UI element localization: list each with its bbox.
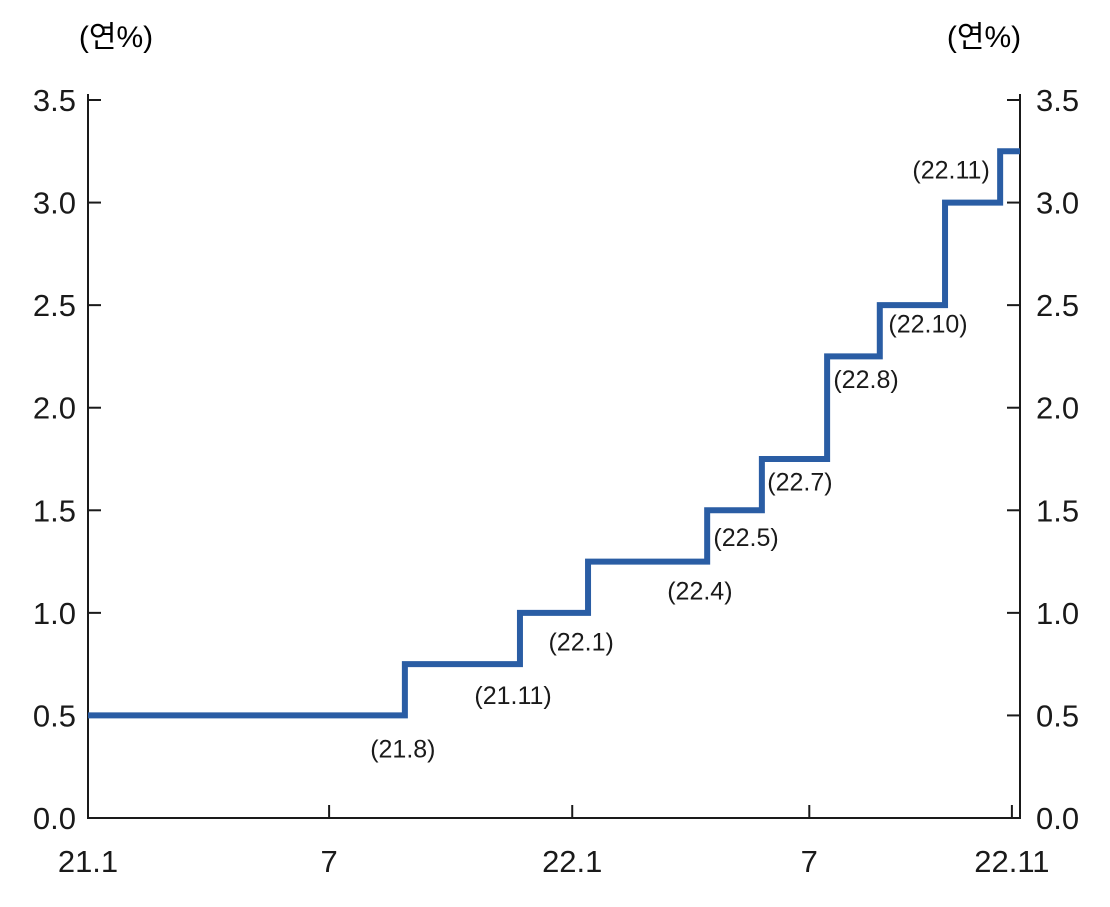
- step-annotation: (21.11): [474, 682, 551, 710]
- y-tick-label-right: 2.5: [1036, 288, 1079, 323]
- step-annotation: (22.8): [833, 366, 898, 394]
- y-tick-label-right: 1.0: [1036, 596, 1079, 631]
- step-annotation: (22.10): [888, 311, 967, 339]
- y-tick-label-left: 0.0: [33, 801, 76, 836]
- y-tick-label-left: 3.0: [33, 186, 76, 221]
- step-annotation: (22.5): [713, 524, 778, 552]
- y-tick-label-left: 3.5: [33, 83, 76, 118]
- y-tick-label-right: 3.0: [1036, 186, 1079, 221]
- y-tick-label-left: 2.5: [33, 288, 76, 323]
- step-annotation: (22.11): [912, 157, 989, 185]
- x-tick-label: 21.1: [58, 844, 118, 879]
- step-annotation: (21.8): [370, 735, 435, 763]
- y-tick-label-left: 0.5: [33, 698, 76, 733]
- step-annotation: (22.7): [767, 469, 832, 497]
- y-axis-unit-left: (연%): [79, 21, 153, 54]
- step-annotation: (22.4): [667, 577, 732, 605]
- y-axis-unit-right: (연%): [947, 21, 1021, 54]
- x-tick-label: 7: [320, 844, 337, 879]
- y-tick-label-left: 1.5: [33, 493, 76, 528]
- y-tick-label-right: 1.5: [1036, 493, 1079, 528]
- y-tick-label-right: 0.5: [1036, 698, 1079, 733]
- series-layer: [88, 148, 1020, 719]
- y-tick-label-right: 3.5: [1036, 83, 1079, 118]
- y-tick-label-right: 2.0: [1036, 391, 1079, 426]
- labels-layer: 0.0 0.0 0.5 0.5 1.0 1.0 1.5 1.5 2.0 2.0 2.5 2.5 3.0 3…: [33, 83, 1079, 879]
- y-tick-label-right: 0.0: [1036, 801, 1079, 836]
- base-rate-step-line: [88, 148, 1020, 719]
- y-tick-label-left: 1.0: [33, 596, 76, 631]
- step-annotation: (22.1): [548, 629, 613, 657]
- axes-layer: [87, 94, 1021, 819]
- x-tick-label: 22.11: [974, 844, 1049, 879]
- x-tick-label: 7: [801, 844, 818, 879]
- x-tick-label: 22.1: [542, 844, 602, 879]
- y-tick-label-left: 2.0: [33, 391, 76, 426]
